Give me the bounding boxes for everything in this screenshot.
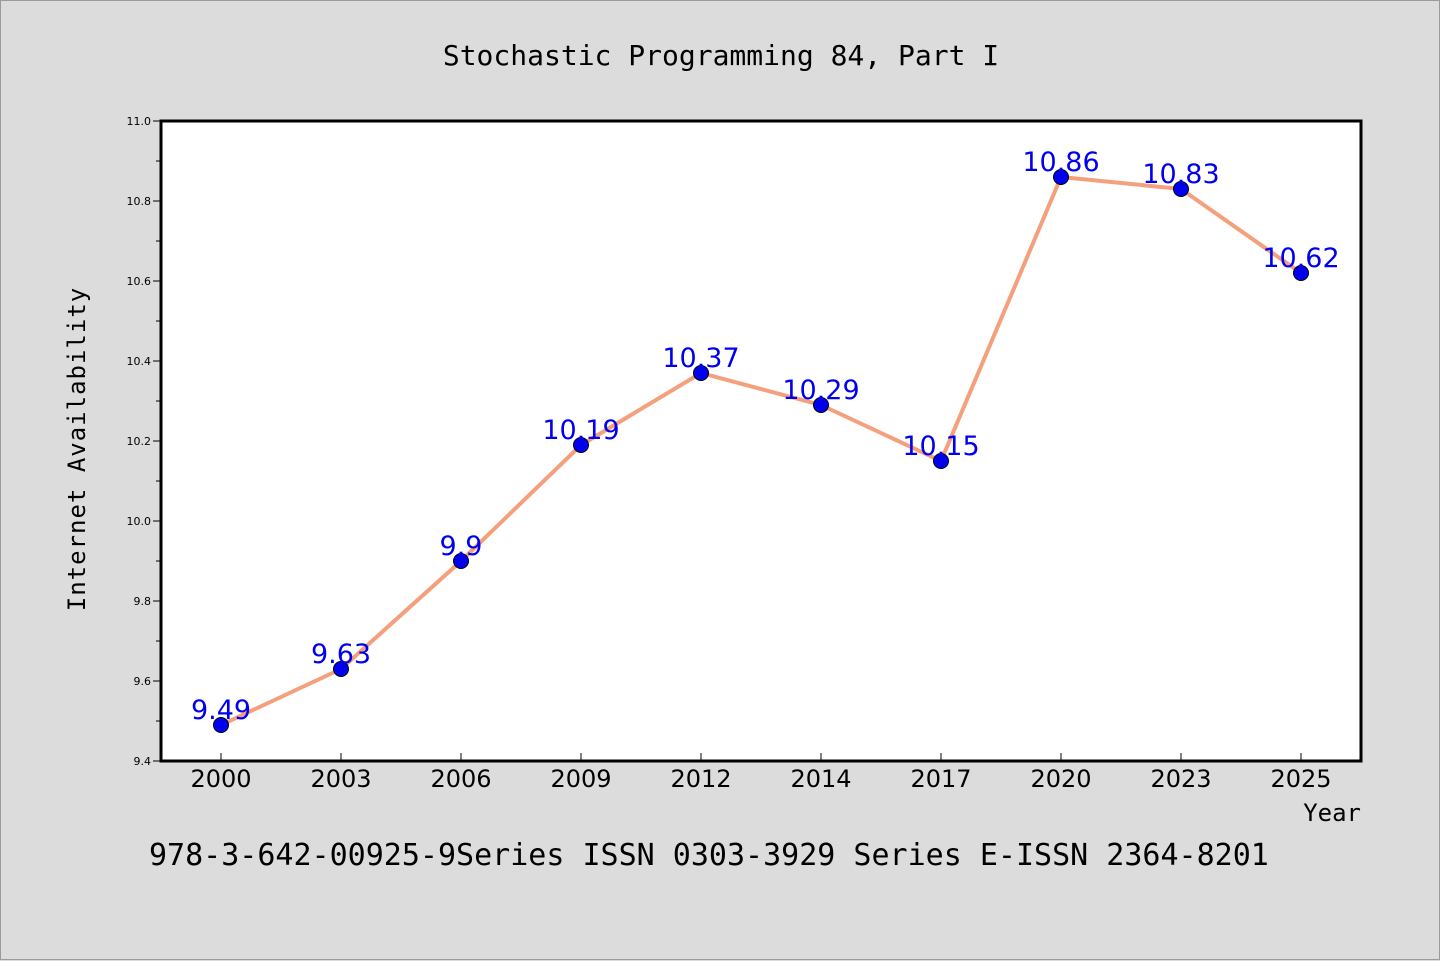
series-line xyxy=(219,175,1303,727)
chart-title: Stochastic Programming 84, Part I xyxy=(443,39,999,72)
data-label: 10.83 xyxy=(1142,159,1219,190)
footer-isbn: 978-3-642-00925-9Series ISSN 0303-3929 S… xyxy=(149,838,1269,873)
x-tick-label: 2003 xyxy=(310,765,371,793)
series-layer: 9.49 9.63 9.9 10.19 10.37 10.29 10.15 10.86 10.8… xyxy=(191,147,1340,733)
data-point xyxy=(693,365,709,381)
x-tick-label: 2023 xyxy=(1150,765,1211,793)
y-tick-label: 10.4 xyxy=(127,355,152,368)
y-axis-ticks: 9.4 9.6 9.8 10.0 10.2 10.4 10.6 10.8 11.0 xyxy=(127,115,161,768)
data-point xyxy=(453,553,469,569)
y-tick-label: 10.8 xyxy=(127,195,152,208)
x-tick-label: 2006 xyxy=(430,765,491,793)
data-label: 10.15 xyxy=(902,431,979,462)
y-tick-label: 11.0 xyxy=(127,115,152,128)
data-label: 10.37 xyxy=(662,343,739,374)
y-tick-label: 9.4 xyxy=(134,755,152,768)
data-label: 10.29 xyxy=(782,375,859,406)
data-label: 9.9 xyxy=(440,531,483,562)
data-point xyxy=(213,717,229,733)
data-point xyxy=(573,437,589,453)
y-tick-label: 10.0 xyxy=(127,515,152,528)
x-tick-label: 2017 xyxy=(910,765,971,793)
plot-border xyxy=(159,119,1363,763)
data-label: 9.63 xyxy=(311,639,371,670)
x-tick-label: 2025 xyxy=(1270,765,1331,793)
y-tick-label: 9.8 xyxy=(134,595,152,608)
data-point xyxy=(1173,181,1189,197)
plot-area xyxy=(161,121,1361,761)
data-label: 10.19 xyxy=(542,415,619,446)
data-point xyxy=(333,661,349,677)
x-tick-label: 2009 xyxy=(550,765,611,793)
data-label: 10.62 xyxy=(1262,243,1339,274)
x-axis-label: Year xyxy=(1303,799,1361,827)
x-tick-label: 2020 xyxy=(1030,765,1091,793)
y-tick-label: 9.6 xyxy=(134,675,152,688)
y-axis-label: Internet Availability xyxy=(63,287,91,611)
x-tick-label: 2012 xyxy=(670,765,731,793)
data-label: 9.49 xyxy=(191,695,251,726)
y-tick-label: 10.2 xyxy=(127,435,152,448)
data-point xyxy=(933,453,949,469)
x-tick-label: 2014 xyxy=(790,765,851,793)
data-label: 10.86 xyxy=(1022,147,1099,178)
x-axis-ticks: 2000 2003 2006 2009 2012 2014 2017 2020 2023 2025 xyxy=(190,753,1332,793)
data-point xyxy=(1053,169,1069,185)
data-point xyxy=(1293,265,1309,281)
data-point xyxy=(813,397,829,413)
x-tick-label: 2000 xyxy=(190,765,251,793)
y-tick-label: 10.6 xyxy=(127,275,152,288)
